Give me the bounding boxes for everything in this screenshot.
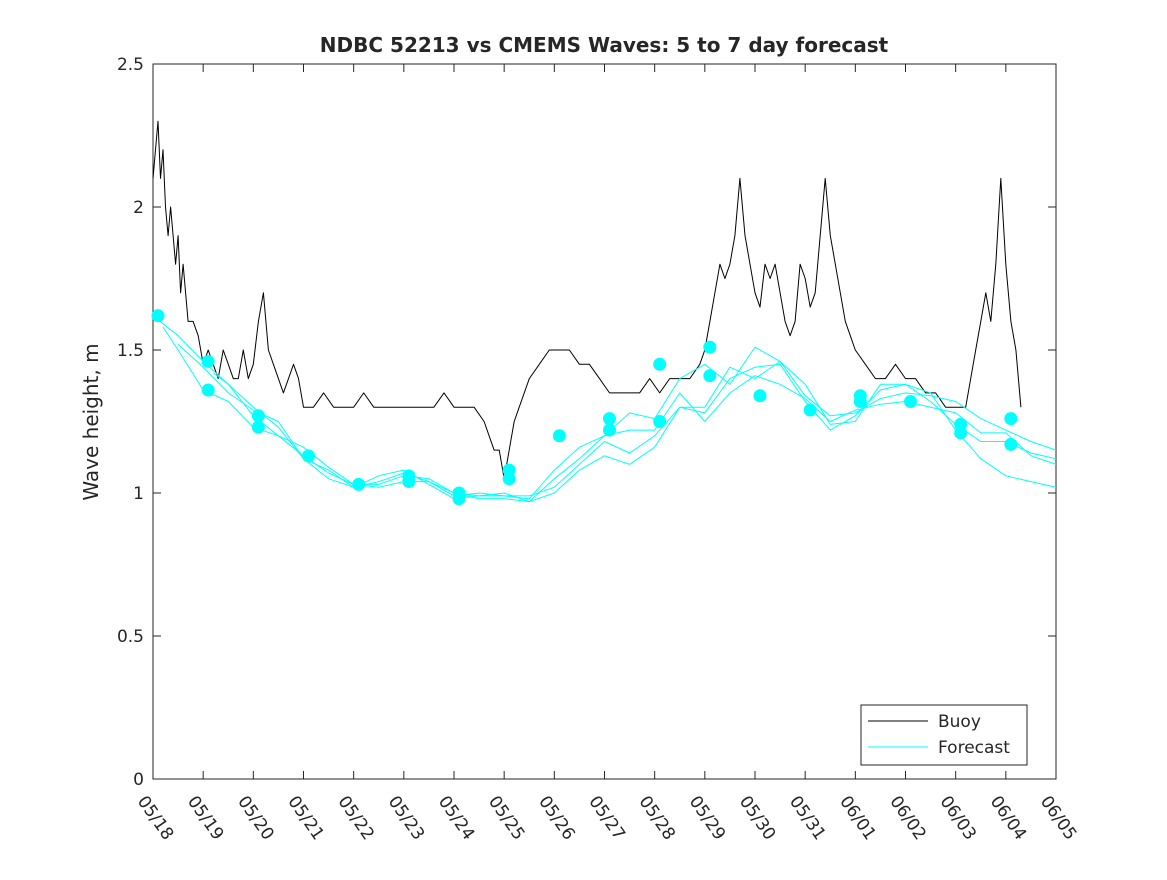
- x-tick-label: 05/30: [735, 792, 779, 844]
- forecast-marker: [753, 389, 767, 403]
- x-tick-label: 06/03: [936, 792, 980, 844]
- forecast-series-line: [152, 315, 1057, 500]
- forecast-marker: [552, 429, 566, 443]
- forecast-marker: [653, 415, 667, 428]
- forecast-marker: [853, 394, 867, 408]
- legend-label-buoy: Buoy: [938, 712, 981, 732]
- x-tick-label: 05/24: [434, 792, 478, 844]
- y-axis: 0 0.5 1 1.5 2 2.5: [117, 55, 1056, 790]
- x-tick-label: 05/25: [484, 792, 528, 844]
- x-tick-label: 05/20: [233, 792, 277, 844]
- forecast-marker: [302, 449, 316, 463]
- x-tick-label: 06/04: [986, 792, 1030, 844]
- forecast-marker: [603, 423, 617, 437]
- forecast-marker: [954, 426, 968, 440]
- y-tick-label: 0: [133, 770, 144, 790]
- legend-label-forecast: Forecast: [938, 738, 1010, 758]
- forecast-marker: [402, 475, 416, 489]
- y-tick-label: 1.5: [117, 341, 144, 361]
- forecast-marker: [201, 354, 215, 368]
- chart-title: NDBC 52213 vs CMEMS Waves: 5 to 7 day fo…: [320, 33, 889, 57]
- forecast-marker: [352, 477, 366, 491]
- y-axis-label: Wave height, m: [79, 343, 103, 500]
- x-tick-label: 05/18: [133, 792, 177, 844]
- forecast-marker: [452, 492, 466, 506]
- forecast-marker: [1004, 437, 1018, 451]
- x-tick-label: 05/19: [183, 792, 227, 844]
- forecast-marker: [703, 340, 717, 354]
- forecast-series-line: [177, 343, 1057, 497]
- x-tick-label: 06/01: [835, 792, 879, 844]
- y-tick-label: 2: [133, 198, 144, 218]
- y-tick-label: 2.5: [117, 55, 144, 75]
- x-tick-label: 05/22: [334, 792, 378, 844]
- x-tick-label: 06/02: [885, 792, 929, 844]
- x-tick-label: 05/23: [384, 792, 428, 844]
- forecast-marker: [251, 420, 265, 434]
- forecast-marker: [1004, 412, 1018, 426]
- forecast-marker: [603, 412, 617, 426]
- x-tick-label: 05/26: [534, 792, 578, 844]
- x-tick-label: 05/27: [584, 792, 628, 844]
- forecast-marker: [653, 357, 667, 371]
- forecast-series-line: [212, 360, 1057, 503]
- x-tick-label: 06/05: [1036, 792, 1080, 844]
- x-tick-label: 05/29: [685, 792, 729, 844]
- forecast-marker: [251, 409, 265, 423]
- forecast-marker: [201, 383, 215, 397]
- legend: Buoy Forecast: [860, 704, 1028, 766]
- buoy-series-line: [152, 120, 1022, 480]
- forecast-marker: [803, 403, 817, 417]
- legend-box: [860, 704, 1028, 766]
- forecast-marker: [151, 309, 165, 323]
- x-tick-label: 05/31: [785, 792, 829, 844]
- forecast-marker: [502, 472, 516, 486]
- x-tick-label: 05/21: [283, 792, 327, 844]
- forecast-marker: [703, 369, 717, 383]
- x-tick-label: 05/28: [635, 792, 679, 844]
- y-tick-label: 1: [133, 484, 144, 504]
- y-tick-label: 0.5: [117, 627, 144, 647]
- plot-series: [151, 120, 1057, 506]
- forecast-marker: [904, 394, 918, 408]
